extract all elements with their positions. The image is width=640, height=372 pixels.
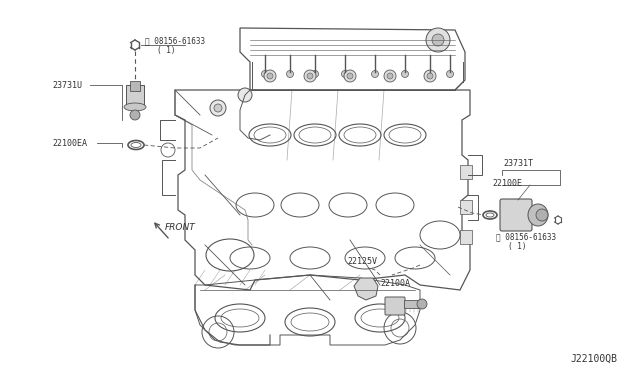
FancyBboxPatch shape	[500, 199, 532, 231]
Bar	[460, 230, 472, 244]
Bar	[460, 165, 472, 179]
Circle shape	[447, 71, 454, 77]
Circle shape	[214, 104, 222, 112]
Circle shape	[384, 70, 396, 82]
Text: Ⓑ 08156-61633: Ⓑ 08156-61633	[145, 36, 205, 45]
Circle shape	[347, 73, 353, 79]
Text: 23731U: 23731U	[52, 80, 82, 90]
Text: J22100QB: J22100QB	[570, 354, 617, 364]
Circle shape	[536, 209, 548, 221]
Ellipse shape	[417, 299, 427, 309]
Circle shape	[424, 70, 436, 82]
Text: Ⓑ 08156-61633: Ⓑ 08156-61633	[496, 232, 556, 241]
Circle shape	[130, 110, 140, 120]
Bar	[126, 85, 144, 107]
Circle shape	[432, 34, 444, 46]
Circle shape	[344, 70, 356, 82]
Bar	[404, 300, 422, 308]
Bar	[460, 200, 472, 214]
Circle shape	[264, 70, 276, 82]
Text: ( 1): ( 1)	[157, 45, 175, 55]
Circle shape	[427, 73, 433, 79]
Ellipse shape	[124, 103, 146, 111]
Circle shape	[426, 28, 450, 52]
Circle shape	[210, 100, 226, 116]
FancyBboxPatch shape	[385, 297, 405, 315]
Polygon shape	[354, 278, 378, 300]
Circle shape	[426, 71, 433, 77]
Circle shape	[238, 88, 252, 102]
Text: FRONT: FRONT	[165, 223, 196, 232]
Circle shape	[262, 71, 269, 77]
Circle shape	[342, 71, 349, 77]
Circle shape	[387, 73, 393, 79]
Circle shape	[401, 71, 408, 77]
Circle shape	[287, 71, 294, 77]
Text: 22100E: 22100E	[492, 179, 522, 187]
Circle shape	[304, 70, 316, 82]
Circle shape	[312, 71, 319, 77]
Text: 22100A: 22100A	[380, 279, 410, 288]
Circle shape	[371, 71, 378, 77]
Text: 23731T: 23731T	[503, 159, 533, 168]
Bar	[130, 81, 140, 91]
Circle shape	[307, 73, 313, 79]
Text: ( 1): ( 1)	[508, 241, 527, 250]
Circle shape	[267, 73, 273, 79]
Ellipse shape	[528, 204, 548, 226]
Text: 22125V: 22125V	[347, 257, 377, 266]
Text: 22100EA: 22100EA	[52, 138, 87, 148]
